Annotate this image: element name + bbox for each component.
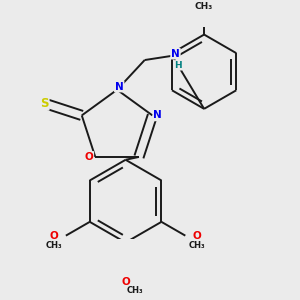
Text: S: S	[40, 97, 49, 110]
Text: CH₃: CH₃	[195, 2, 213, 11]
Text: H: H	[174, 61, 182, 70]
Text: O: O	[50, 231, 58, 241]
Text: CH₃: CH₃	[127, 286, 143, 295]
Text: N: N	[171, 49, 180, 59]
Text: CH₃: CH₃	[189, 241, 205, 250]
Text: N: N	[115, 82, 124, 92]
Text: O: O	[121, 277, 130, 287]
Text: N: N	[153, 110, 162, 120]
Text: O: O	[85, 152, 93, 162]
Text: O: O	[193, 231, 201, 241]
Text: CH₃: CH₃	[46, 241, 62, 250]
